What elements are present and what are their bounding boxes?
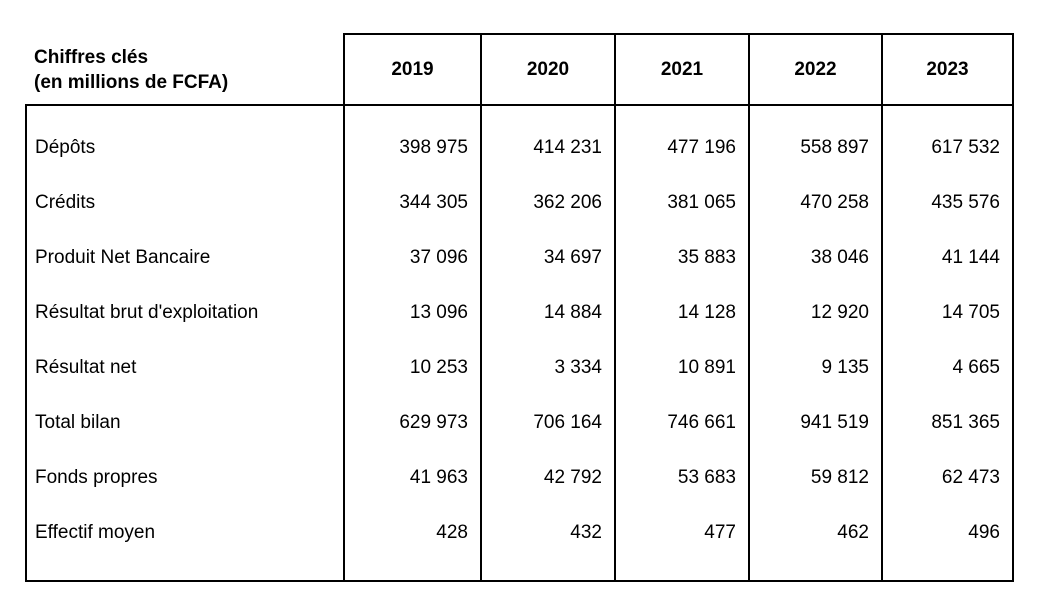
key-figures-table: Chiffres clés (en millions de FCFA) 2019…	[25, 33, 1014, 582]
year-header: 2019	[343, 33, 482, 106]
row-label: Total bilan	[25, 395, 344, 450]
row-label: Résultat net	[25, 340, 344, 395]
value-cell: 4 665	[881, 340, 1014, 395]
table-row: Crédits 344 305 362 206 381 065 470 258 435 5…	[25, 175, 1014, 230]
value-cell: 42 792	[480, 450, 615, 505]
value-cell: 41 144	[881, 230, 1014, 285]
value-cell: 35 883	[614, 230, 749, 285]
table-row: Total bilan 629 973 706 164 746 661 941 519 8…	[25, 395, 1014, 450]
value-cell: 53 683	[614, 450, 749, 505]
table-row: Résultat net 10 253 3 334 10 891 9 135 4 665	[25, 340, 1014, 395]
value-cell: 558 897	[748, 105, 882, 175]
value-cell: 38 046	[748, 230, 882, 285]
value-cell: 10 891	[614, 340, 749, 395]
value-cell: 414 231	[480, 105, 615, 175]
year-header: 2020	[480, 33, 616, 106]
value-cell: 9 135	[748, 340, 882, 395]
value-cell: 462	[748, 505, 882, 582]
table-row: Effectif moyen 428 432 477 462 496	[25, 505, 1014, 582]
value-cell: 706 164	[480, 395, 615, 450]
value-cell: 398 975	[343, 105, 481, 175]
value-cell: 470 258	[748, 175, 882, 230]
row-label: Produit Net Bancaire	[25, 230, 344, 285]
value-cell: 14 705	[881, 285, 1014, 340]
value-cell: 34 697	[480, 230, 615, 285]
value-cell: 435 576	[881, 175, 1014, 230]
table-header: Chiffres clés (en millions de FCFA) 2019…	[26, 33, 1014, 106]
value-cell: 344 305	[343, 175, 481, 230]
year-header: 2021	[614, 33, 750, 106]
value-cell: 37 096	[343, 230, 481, 285]
value-cell: 12 920	[748, 285, 882, 340]
value-cell: 362 206	[480, 175, 615, 230]
value-cell: 941 519	[748, 395, 882, 450]
row-label: Résultat brut d'exploitation	[25, 285, 344, 340]
row-label: Crédits	[25, 175, 344, 230]
value-cell: 851 365	[881, 395, 1014, 450]
row-label: Fonds propres	[25, 450, 344, 505]
table-body: Dépôts 398 975 414 231 477 196 558 897 617 53…	[25, 105, 1014, 582]
year-header: 2023	[881, 33, 1014, 106]
value-cell: 432	[480, 505, 615, 582]
year-header: 2022	[748, 33, 883, 106]
value-cell: 10 253	[343, 340, 481, 395]
table-row: Dépôts 398 975 414 231 477 196 558 897 617 53…	[25, 105, 1014, 175]
value-cell: 59 812	[748, 450, 882, 505]
value-cell: 496	[881, 505, 1014, 582]
value-cell: 41 963	[343, 450, 481, 505]
table-row: Fonds propres 41 963 42 792 53 683 59 812 62 …	[25, 450, 1014, 505]
table-title-line1: Chiffres clés	[34, 47, 149, 68]
value-cell: 14 128	[614, 285, 749, 340]
table-row: Produit Net Bancaire 37 096 34 697 35 883 38…	[25, 230, 1014, 285]
value-cell: 477 196	[614, 105, 749, 175]
value-cell: 629 973	[343, 395, 481, 450]
row-label: Dépôts	[25, 105, 344, 175]
value-cell: 477	[614, 505, 749, 582]
table-row: Résultat brut d'exploitation 13 096 14 884…	[25, 285, 1014, 340]
value-cell: 428	[343, 505, 481, 582]
header-row: Chiffres clés (en millions de FCFA) 2019…	[26, 33, 1014, 106]
value-cell: 746 661	[614, 395, 749, 450]
table-title-line2: (en millions de FCFA)	[34, 72, 229, 93]
value-cell: 62 473	[881, 450, 1014, 505]
value-cell: 14 884	[480, 285, 615, 340]
value-cell: 3 334	[480, 340, 615, 395]
value-cell: 13 096	[343, 285, 481, 340]
value-cell: 381 065	[614, 175, 749, 230]
row-label: Effectif moyen	[25, 505, 344, 582]
table-title-cell: Chiffres clés (en millions de FCFA)	[26, 34, 344, 106]
value-cell: 617 532	[881, 105, 1014, 175]
